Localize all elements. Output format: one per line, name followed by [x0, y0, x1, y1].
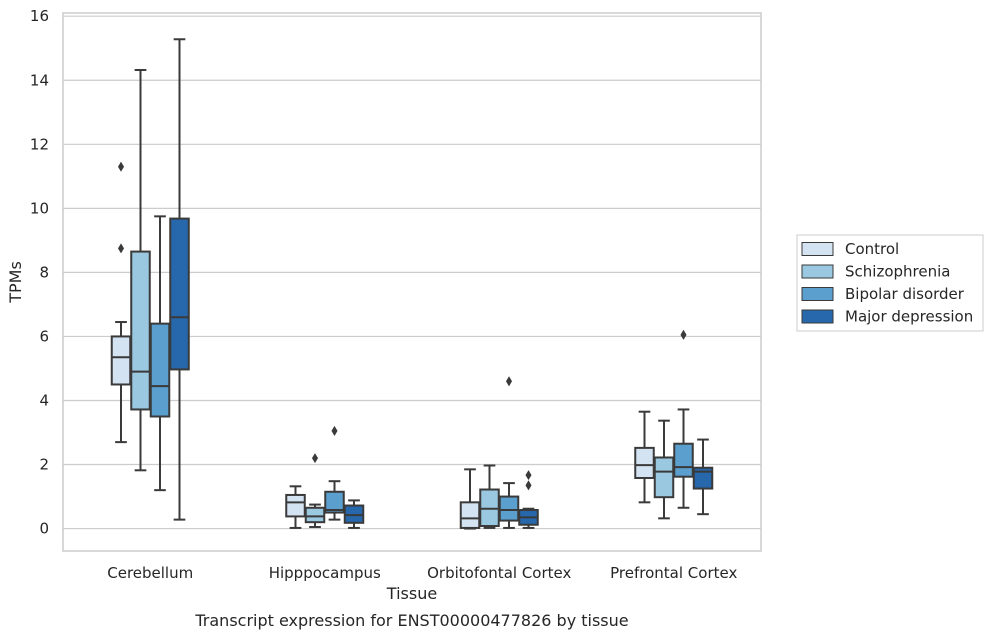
iqr-box [653, 456, 675, 499]
outlier-point [117, 243, 125, 254]
outlier-point [505, 376, 513, 387]
y-tick-label: 0 [39, 520, 49, 538]
box-major-depression [692, 438, 714, 516]
chart-caption: Transcript expression for ENST0000047782… [194, 611, 628, 630]
x-tick-label: Prefrontal Cortex [610, 564, 737, 582]
iqr-box [324, 490, 345, 514]
box-plots [110, 38, 714, 530]
y-tick-labels: 0 2 4 6 8 10 12 14 16 [30, 7, 49, 537]
legend-swatch [801, 264, 834, 279]
box-bipolar-disorder [498, 376, 520, 529]
y-tick-label: 4 [39, 391, 49, 409]
box-control [634, 410, 655, 504]
box-bipolar-disorder [324, 425, 345, 521]
y-tick-label: 10 [30, 199, 49, 217]
iqr-box [459, 501, 481, 529]
legend-entry: Control [845, 240, 899, 258]
box-major-depression [169, 38, 190, 521]
legend-entry: Bipolar disorder [845, 285, 965, 303]
y-tick-label: 16 [30, 7, 49, 25]
iqr-box [692, 466, 714, 490]
box-major-depression [343, 499, 365, 529]
legend: Control Schizophrenia Bipolar disorder Majo… [796, 234, 984, 332]
outlier-point [525, 470, 532, 481]
y-tick-label: 6 [39, 327, 49, 345]
legend-entry: Schizophrenia [845, 263, 950, 281]
outlier-point [680, 329, 687, 340]
box-bipolar-disorder [673, 329, 694, 509]
legend-entry: Major depression [845, 308, 973, 326]
iqr-box [304, 506, 326, 524]
y-tick-label: 14 [30, 71, 49, 89]
iqr-box [130, 250, 151, 411]
outlier-point [525, 480, 532, 491]
iqr-box [634, 446, 655, 479]
plot-frame [62, 12, 762, 552]
y-tick-label: 12 [30, 135, 49, 153]
outlier-point [331, 425, 338, 436]
legend-swatch [801, 242, 834, 256]
x-tick-labels: Cerebellum Hipppocampus Orbitofontal Corte… [107, 564, 737, 582]
iqr-box [285, 493, 306, 518]
x-tick-label: Cerebellum [107, 564, 193, 582]
iqr-box [498, 495, 520, 522]
legend-swatch [801, 287, 834, 301]
iqr-box [110, 335, 132, 386]
y-tick-label: 8 [39, 263, 49, 281]
box-control [459, 468, 481, 530]
legend-swatch [801, 309, 834, 324]
outlier-point [311, 453, 319, 464]
iqr-box [149, 322, 171, 418]
y-tick-label: 2 [39, 456, 49, 474]
box-major-depression [518, 470, 539, 529]
y-axis-label: TPMs [6, 261, 25, 304]
box-schizophrenia [304, 453, 326, 528]
x-axis-label: Tissue [386, 584, 437, 603]
iqr-box [169, 217, 190, 371]
outlier-point [117, 161, 125, 172]
x-tick-label: Hipppocampus [269, 564, 381, 582]
box-control [285, 485, 306, 529]
iqr-box [673, 442, 694, 478]
x-tick-label: Orbitofontal Cortex [427, 564, 571, 582]
box-bipolar-disorder [149, 215, 171, 492]
